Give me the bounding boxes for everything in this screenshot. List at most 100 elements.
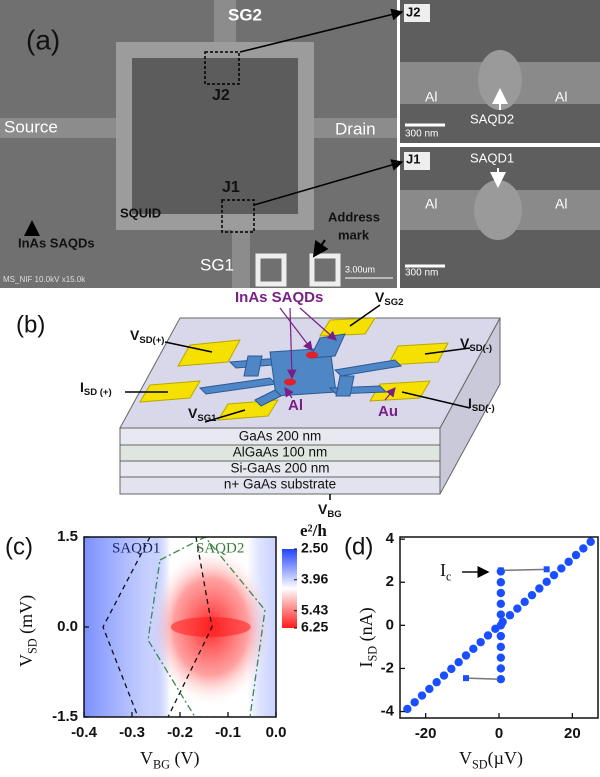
annotation: SAQD2 xyxy=(196,540,244,556)
colorbar-tick-label: 2.50 xyxy=(301,540,328,556)
label: SG1 xyxy=(200,255,234,274)
colorbar-tick-label: 5.43 xyxy=(301,601,328,617)
colorbar-tick-label: 3.96 xyxy=(301,570,328,586)
heatmap xyxy=(84,537,276,717)
point xyxy=(542,578,550,586)
label-sub: SD(-) xyxy=(469,343,492,354)
panel-label: (c) xyxy=(5,533,33,560)
label: SAQD1 xyxy=(470,150,514,165)
figure: (a)SG2J2SourceDrainJ1SQUIDInAs SAQDsAddr… xyxy=(0,0,600,777)
y-axis-label: ISD (nA) xyxy=(356,607,379,667)
label: J1 xyxy=(406,151,420,166)
label: Al xyxy=(288,397,303,414)
label-sub: BG xyxy=(327,509,341,520)
label-unit: (mV) xyxy=(16,595,37,639)
label-main: V xyxy=(459,748,472,768)
label-sub: SD (+) xyxy=(84,387,112,398)
label-sub: SD xyxy=(365,646,379,662)
y-axis-label: VSD (mV) xyxy=(16,595,39,667)
label-sub: c xyxy=(446,569,452,583)
point xyxy=(557,564,565,572)
label: 300 nm xyxy=(405,129,438,140)
marker xyxy=(544,566,550,572)
x-tick-label: 0.0 xyxy=(266,724,287,741)
label: VBG xyxy=(318,501,342,520)
label: J2 xyxy=(406,4,420,19)
series-line xyxy=(501,569,547,570)
layer-label: Si-GaAs 200 nm xyxy=(230,461,329,476)
point xyxy=(418,691,426,699)
point xyxy=(497,600,505,608)
point xyxy=(497,610,505,618)
label-sub: BG xyxy=(153,757,170,771)
x-tick-label: 0 xyxy=(495,725,503,742)
marker xyxy=(498,676,504,682)
label: Al xyxy=(425,196,437,212)
point xyxy=(497,632,505,640)
label: Al xyxy=(555,89,567,105)
point xyxy=(506,611,514,619)
panel-label: (d) xyxy=(344,533,373,560)
label: 300 nm xyxy=(405,268,438,279)
label-unit: (µV) xyxy=(488,748,523,769)
y-tick-label: 2 xyxy=(386,573,394,590)
label-main: V xyxy=(140,748,153,768)
label: SQUID xyxy=(120,205,161,220)
y-tick-label: 1.5 xyxy=(57,528,78,545)
point xyxy=(484,631,492,639)
label: InAs SAQDs xyxy=(235,289,323,306)
x-tick-label: -0.3 xyxy=(119,724,145,741)
colorbar xyxy=(282,549,297,628)
x-tick-label: -0.2 xyxy=(167,724,193,741)
x-axis-label: VBG (V) xyxy=(140,748,200,771)
marker xyxy=(498,567,504,573)
label-unit: (V) xyxy=(170,748,200,769)
point xyxy=(564,558,572,566)
x-tick-label: -20 xyxy=(415,725,437,742)
label-sub: SD xyxy=(25,638,39,654)
point xyxy=(469,645,477,653)
x-tick-label: 20 xyxy=(564,725,581,742)
series-line xyxy=(466,678,501,679)
point xyxy=(454,658,462,666)
label-sub: SD(-) xyxy=(472,403,495,414)
point xyxy=(410,698,418,706)
point xyxy=(497,653,505,661)
label: Au xyxy=(378,403,398,420)
label: SG2 xyxy=(228,5,262,24)
label: mark xyxy=(338,227,370,242)
x-tick-label: -0.4 xyxy=(71,724,98,741)
point xyxy=(513,604,521,612)
y-tick-label: 4 xyxy=(386,530,395,547)
label-sub: SG1 xyxy=(197,413,217,424)
label: J1 xyxy=(222,179,240,196)
point xyxy=(432,678,440,686)
layer-label: n+ GaAs substrate xyxy=(224,477,336,492)
x-tick-label: -0.1 xyxy=(215,724,241,741)
point xyxy=(462,651,470,659)
point xyxy=(586,538,594,546)
label: (a) xyxy=(26,24,60,55)
point xyxy=(579,544,587,552)
label-sub: SD xyxy=(472,757,488,771)
y-tick-label: -2 xyxy=(381,659,394,676)
label-sub: SG2 xyxy=(384,297,403,308)
point xyxy=(528,591,536,599)
y-tick-label: 0.0 xyxy=(57,618,78,635)
layer-label: GaAs 200 nm xyxy=(239,429,322,444)
colorbar-tick-label: 6.25 xyxy=(301,619,328,635)
annotation: Ic xyxy=(440,560,452,583)
label-unit: (nA) xyxy=(356,607,377,646)
point xyxy=(498,618,506,626)
label-main: V xyxy=(16,654,36,667)
label: Al xyxy=(555,196,567,212)
label: InAs SAQDs xyxy=(18,235,95,250)
label: J2 xyxy=(212,87,230,104)
point xyxy=(520,598,528,606)
label: Source xyxy=(4,117,58,136)
y-tick-label: -4 xyxy=(381,703,395,720)
point xyxy=(447,665,455,673)
annotation: SAQD1 xyxy=(112,540,160,556)
point xyxy=(497,664,505,672)
point xyxy=(535,584,543,592)
